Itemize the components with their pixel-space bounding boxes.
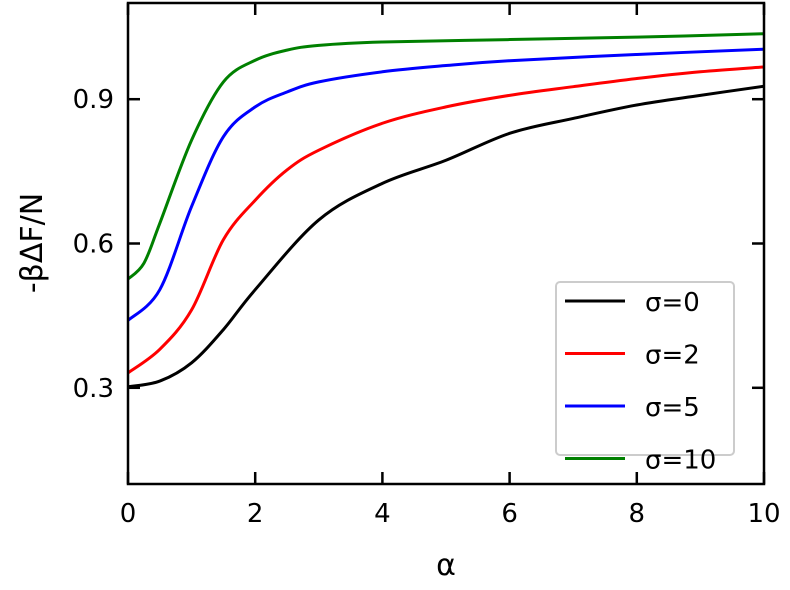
legend-label-2: σ=5 bbox=[645, 393, 700, 423]
y-tick-label: 0.3 bbox=[73, 374, 114, 404]
x-tick-label: 4 bbox=[374, 499, 391, 529]
x-tick-label: 6 bbox=[501, 499, 518, 529]
series-line-2 bbox=[126, 47, 765, 322]
series-line-3 bbox=[126, 32, 765, 281]
x-tick-label: 8 bbox=[629, 499, 646, 529]
plot-frame bbox=[126, 1, 766, 486]
y-axis-label: -βΔF/N bbox=[15, 193, 50, 293]
x-axis-label: α bbox=[436, 548, 456, 583]
legend-box bbox=[555, 281, 735, 456]
legend-label-1: σ=2 bbox=[645, 341, 700, 371]
x-tick-label: 0 bbox=[120, 499, 137, 529]
legend-label-3: σ=10 bbox=[645, 446, 716, 476]
y-tick-label: 0.9 bbox=[73, 85, 114, 115]
x-tick-label: 10 bbox=[747, 499, 780, 529]
series-line-1 bbox=[127, 65, 765, 375]
y-tick-label: 0.6 bbox=[73, 230, 114, 260]
x-tick-label: 2 bbox=[247, 499, 264, 529]
legend: σ=0 σ=2 σ=5 σ=10 bbox=[555, 281, 735, 476]
legend-label-0: σ=0 bbox=[645, 288, 700, 318]
series-line-0 bbox=[127, 84, 765, 389]
